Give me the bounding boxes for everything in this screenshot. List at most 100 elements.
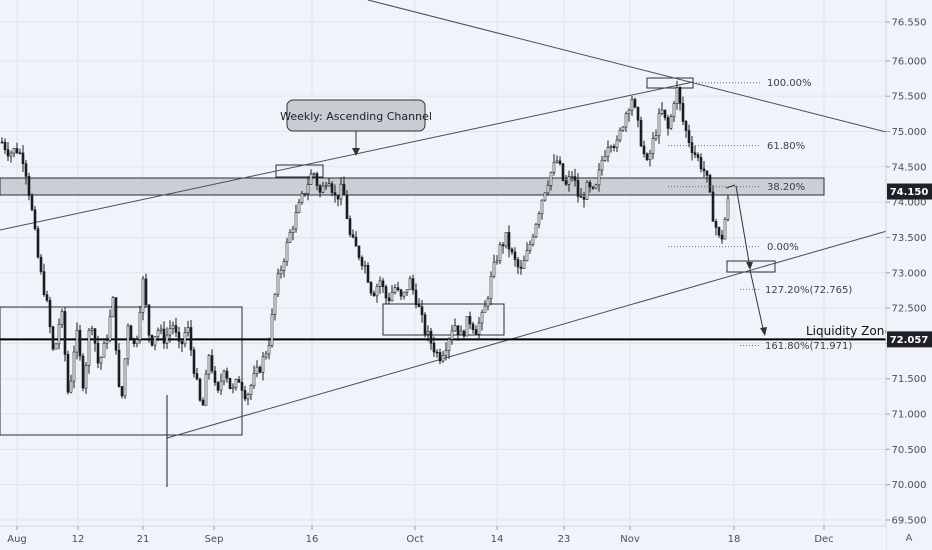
candle bbox=[627, 108, 631, 122]
callout-text: Weekly: Ascending Channel bbox=[280, 110, 432, 123]
candle bbox=[246, 392, 250, 406]
time-axis bbox=[0, 526, 886, 550]
candle bbox=[522, 255, 526, 269]
candle bbox=[312, 172, 316, 179]
time-tick-label: 12 bbox=[72, 534, 85, 545]
candle bbox=[42, 263, 46, 297]
candle bbox=[366, 262, 370, 284]
price-tick-label: 74.000 bbox=[892, 198, 927, 209]
candle bbox=[576, 173, 580, 203]
candle bbox=[48, 296, 52, 334]
candle bbox=[357, 245, 361, 261]
candle bbox=[330, 181, 334, 197]
candle bbox=[372, 290, 376, 297]
candle bbox=[660, 102, 664, 116]
time-tick-label: Oct bbox=[406, 534, 423, 545]
candle bbox=[369, 281, 373, 296]
candle bbox=[375, 283, 379, 303]
candle bbox=[354, 231, 358, 247]
candle bbox=[174, 317, 178, 337]
candle bbox=[441, 350, 445, 363]
candle bbox=[30, 193, 34, 212]
price-tick-label: 69.500 bbox=[892, 516, 927, 527]
candle bbox=[390, 285, 394, 302]
candle bbox=[75, 322, 79, 360]
candle bbox=[78, 324, 82, 361]
candle bbox=[384, 284, 388, 305]
candle bbox=[258, 365, 262, 374]
candle bbox=[243, 385, 247, 402]
candle bbox=[573, 168, 577, 187]
candle bbox=[558, 156, 562, 166]
candle bbox=[195, 367, 199, 381]
candle bbox=[438, 348, 442, 365]
candle bbox=[108, 309, 112, 343]
candle bbox=[588, 179, 592, 193]
candle bbox=[153, 336, 157, 351]
badge-current-price-text: 74.150 bbox=[890, 187, 929, 198]
candle bbox=[252, 365, 256, 389]
candle bbox=[507, 225, 511, 258]
candle bbox=[297, 198, 301, 214]
candle bbox=[120, 386, 124, 399]
candle bbox=[144, 273, 148, 308]
candle bbox=[702, 160, 706, 178]
candle bbox=[171, 321, 175, 335]
candle bbox=[18, 148, 22, 155]
resistance-zone bbox=[0, 177, 825, 196]
candle bbox=[426, 325, 430, 342]
candle bbox=[240, 376, 244, 398]
candle bbox=[687, 124, 691, 148]
candle bbox=[717, 226, 721, 238]
candle bbox=[531, 233, 535, 247]
candle bbox=[534, 222, 538, 239]
candle bbox=[309, 169, 313, 185]
fib-level-label: 0.00% bbox=[767, 242, 799, 253]
badge-liquidity-price: 72.057 bbox=[887, 331, 932, 348]
candle bbox=[219, 373, 223, 395]
price-axis-ticks: 76.550 76.000 75.500 75.000 74.500 74.000 73.5… bbox=[886, 18, 927, 527]
candle bbox=[519, 260, 523, 275]
candle bbox=[147, 304, 151, 343]
candle bbox=[600, 155, 604, 176]
candle bbox=[552, 154, 556, 176]
range-box-aug bbox=[0, 306, 243, 436]
candle bbox=[207, 353, 211, 380]
candle bbox=[333, 184, 337, 203]
candle bbox=[579, 188, 583, 198]
candle bbox=[132, 337, 136, 348]
candle bbox=[150, 334, 154, 347]
channel-callout: Weekly: Ascending Channel bbox=[280, 99, 432, 156]
price-tick-label: 73.000 bbox=[892, 268, 927, 279]
candle bbox=[459, 325, 463, 335]
price-tick-label: 75.500 bbox=[892, 92, 927, 103]
price-tick-label: 75.000 bbox=[892, 127, 927, 138]
candle bbox=[276, 268, 280, 298]
candle bbox=[87, 327, 91, 374]
candle bbox=[21, 144, 25, 172]
channel-lower-line bbox=[166, 230, 888, 439]
candle bbox=[123, 358, 127, 399]
candle bbox=[288, 229, 292, 243]
candle bbox=[666, 114, 670, 136]
candle bbox=[429, 327, 433, 350]
candle bbox=[318, 183, 322, 198]
candle bbox=[294, 204, 298, 233]
candle bbox=[720, 229, 724, 244]
candle bbox=[456, 325, 460, 342]
candle bbox=[285, 237, 289, 267]
price-tick-label: 71.000 bbox=[892, 410, 927, 421]
candle bbox=[612, 143, 616, 152]
fib-level-label: 38.20% bbox=[767, 182, 805, 193]
candle bbox=[303, 192, 307, 197]
candle bbox=[693, 145, 697, 159]
candle bbox=[408, 275, 412, 290]
candle bbox=[447, 337, 451, 359]
badge-liquidity-price-text: 72.057 bbox=[890, 335, 929, 346]
candle bbox=[360, 255, 364, 270]
candle bbox=[387, 292, 391, 305]
candle bbox=[381, 277, 385, 294]
corner-button[interactable]: A bbox=[906, 533, 913, 544]
candle bbox=[186, 320, 190, 337]
